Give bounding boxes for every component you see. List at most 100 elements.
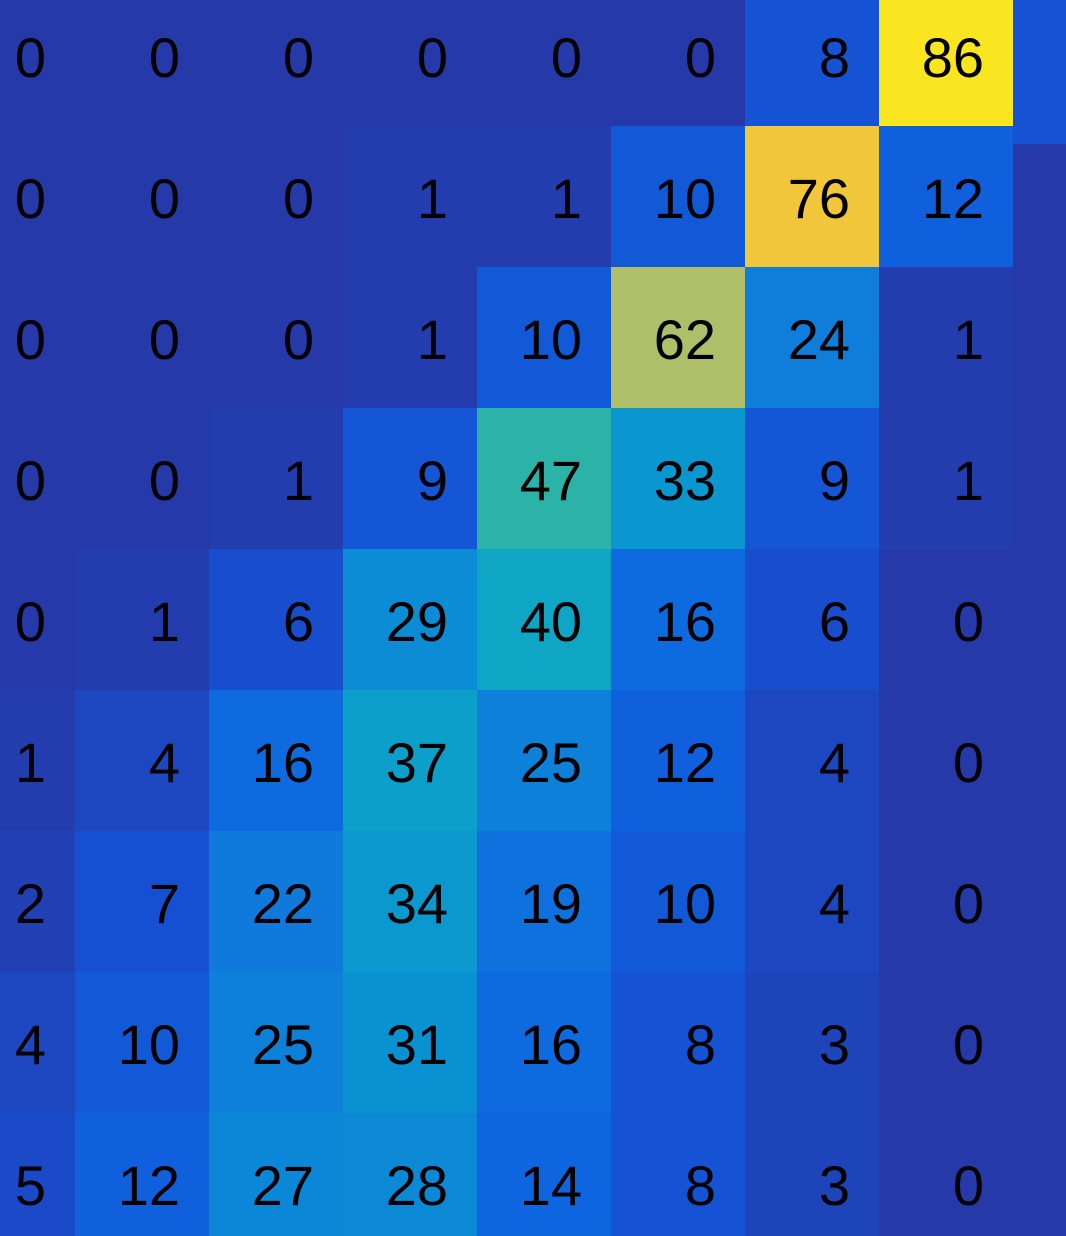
heatmap-cell [611, 972, 745, 1113]
heatmap-cell [75, 831, 209, 972]
heatmap-cell [75, 972, 209, 1113]
heatmap-cell [209, 408, 343, 549]
heatmap-cell [209, 690, 343, 831]
cell-value-label: 16 [252, 731, 314, 794]
heatmap-cell [879, 1113, 1013, 1236]
cell-value-label: 0 [149, 167, 180, 230]
cell-value-label: 1 [417, 167, 448, 230]
heatmap-cell [75, 126, 209, 267]
heatmap-cell [611, 690, 745, 831]
cell-value-label: 47 [520, 449, 582, 512]
heatmap-cell [477, 1113, 611, 1236]
heatmap-cell [477, 0, 611, 126]
cell-value-label: 2 [15, 872, 46, 935]
cell-value-label: 1 [953, 449, 984, 512]
cell-value-label: 0 [953, 1013, 984, 1076]
heatmap-cell [343, 126, 477, 267]
cell-value-label: 9 [819, 449, 850, 512]
heatmap-edge-column [1013, 0, 1066, 1236]
heatmap-cell [745, 549, 879, 690]
cell-value-label: 34 [386, 872, 448, 935]
cell-value-label: 3 [819, 1013, 850, 1076]
heatmap-cell [75, 267, 209, 408]
cell-value-label: 10 [654, 872, 716, 935]
heatmap-cell [745, 267, 879, 408]
cell-value-label: 0 [15, 590, 46, 653]
heatmap-cell [75, 408, 209, 549]
heatmap-cell [343, 690, 477, 831]
cell-value-label: 5 [15, 1154, 46, 1217]
heatmap-cell [611, 267, 745, 408]
heatmap-cell [0, 126, 75, 267]
cell-value-label: 0 [953, 872, 984, 935]
cell-value-label: 0 [953, 731, 984, 794]
cell-value-label: 19 [520, 872, 582, 935]
cell-value-label: 4 [819, 872, 850, 935]
cell-value-label: 29 [386, 590, 448, 653]
heatmap-cell [75, 0, 209, 126]
heatmap-cell [611, 126, 745, 267]
cell-value-label: 12 [118, 1154, 180, 1217]
cell-value-label: 0 [149, 308, 180, 371]
cell-value-label: 1 [953, 308, 984, 371]
cell-value-label: 4 [149, 731, 180, 794]
heatmap-cell [477, 408, 611, 549]
cell-value-label: 0 [149, 449, 180, 512]
cell-value-label: 8 [685, 1013, 716, 1076]
heatmap-cell [343, 831, 477, 972]
cell-value-label: 8 [819, 26, 850, 89]
heatmap-cell [611, 0, 745, 126]
cell-value-label: 1 [417, 308, 448, 371]
cell-value-label: 0 [417, 26, 448, 89]
heatmap-cell [879, 408, 1013, 549]
heatmap-cell [745, 1113, 879, 1236]
heatmap-cell [611, 408, 745, 549]
heatmap-cell [745, 831, 879, 972]
cell-value-label: 10 [654, 167, 716, 230]
heatmap-cell [879, 549, 1013, 690]
cell-value-label: 8 [685, 1154, 716, 1217]
cell-value-label: 0 [283, 26, 314, 89]
heatmap-cell [0, 1113, 75, 1236]
heatmap-cell [879, 0, 1013, 126]
cell-value-label: 25 [520, 731, 582, 794]
heatmap-cell [343, 408, 477, 549]
heatmap-cell [745, 126, 879, 267]
cell-value-label: 6 [819, 590, 850, 653]
heatmap-cell [745, 0, 879, 126]
cell-value-label: 16 [654, 590, 716, 653]
heatmap-cell [0, 0, 75, 126]
heatmap-cell [0, 267, 75, 408]
heatmap-cell [611, 831, 745, 972]
cell-value-label: 0 [283, 167, 314, 230]
heatmap-cell [343, 549, 477, 690]
heatmap-cell [477, 126, 611, 267]
heatmap-cell [477, 690, 611, 831]
heatmap-cell [209, 1113, 343, 1236]
cell-value-label: 31 [386, 1013, 448, 1076]
heatmap-cell [611, 1113, 745, 1236]
heatmap-cell [343, 1113, 477, 1236]
heatmap-cell [0, 408, 75, 549]
heatmap-cell [0, 690, 75, 831]
heatmap-cell [745, 690, 879, 831]
cell-value-label: 10 [118, 1013, 180, 1076]
heatmap-cell [611, 549, 745, 690]
heatmap-cell [209, 0, 343, 126]
cell-value-label: 4 [819, 731, 850, 794]
heatmap-labels: 0 0 0 0 0 0 8 860 0 0 1 1 10 76 120 0 0 1 10 62 24 10 0 1 9 47 33 9… [15, 26, 984, 1217]
heatmap-cell [879, 126, 1013, 267]
heatmap-cell [75, 549, 209, 690]
cell-value-label: 4 [15, 1013, 46, 1076]
heatmap-cell [0, 549, 75, 690]
heatmap-cell [879, 972, 1013, 1113]
cell-value-label: 12 [654, 731, 716, 794]
cell-value-label: 16 [520, 1013, 582, 1076]
cell-value-label: 1 [551, 167, 582, 230]
cell-value-label: 0 [551, 26, 582, 89]
heatmap-cell [343, 972, 477, 1113]
heatmap-cell [209, 972, 343, 1113]
cell-value-label: 14 [520, 1154, 582, 1217]
heatmap-cell [209, 549, 343, 690]
